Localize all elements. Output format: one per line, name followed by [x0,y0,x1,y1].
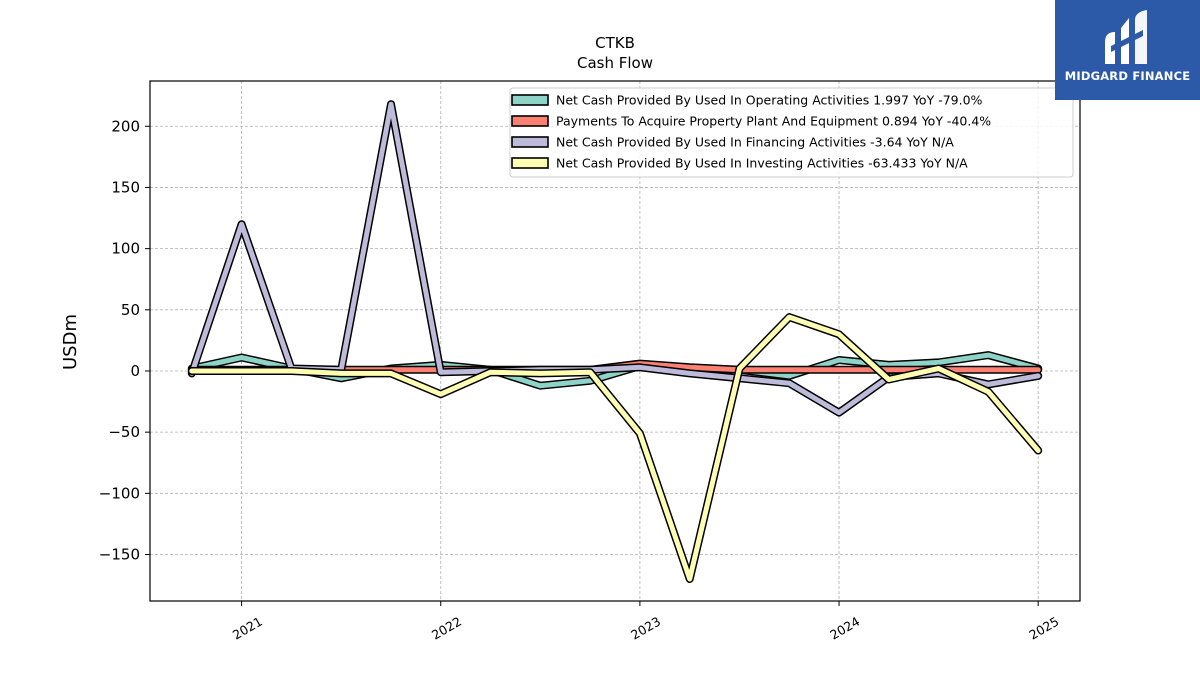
y-tick-label: −50 [108,423,140,441]
legend-swatch [511,136,549,148]
y-tick-label: 200 [111,117,140,135]
series-line-4 [187,313,1043,583]
x-tick-label: 2021 [230,614,265,643]
x-tick-label: 2023 [628,614,663,643]
legend-swatch [511,115,549,127]
series-layer [187,100,1043,583]
y-tick-label: 0 [130,362,140,380]
legend-label: Net Cash Provided By Used In Operating A… [556,93,983,108]
series-line-outline [187,313,1043,583]
y-tick-label: −150 [99,546,140,564]
series-line-stroke [189,314,1041,582]
y-axis: 200 150 100 50 0 −50 −100 −150 [99,117,150,564]
y-tick-label: −100 [99,484,140,502]
x-tick-label: 2025 [1026,614,1061,643]
legend: Net Cash Provided By Used In Operating A… [509,87,1074,178]
midgard-logo-icon [1105,10,1147,64]
legend-swatch [511,94,549,106]
y-tick-label: 50 [121,301,140,319]
legend-swatch [511,157,549,169]
x-tick-label: 2024 [827,614,862,643]
x-tick-label: 2022 [429,614,464,643]
y-axis-label: USDm [60,314,81,370]
y-tick-label: 150 [111,178,140,196]
y-tick-label: 100 [111,240,140,258]
plot-frame [149,80,1081,602]
legend-label: Net Cash Provided By Used In Investing A… [556,156,968,171]
legend-box [509,87,1074,178]
legend-label: Payments To Acquire Property Plant And E… [556,114,991,129]
chart-subtitle: Cash Flow [577,54,653,72]
x-axis: 2021 2022 2023 2024 2025 [230,601,1061,643]
legend-label: Net Cash Provided By Used In Financing A… [556,135,954,150]
chart-title: CTKB [595,34,635,52]
brand-logo: MIDGARD FINANCE [1055,0,1200,100]
brand-name: MIDGARD FINANCE [1064,69,1191,83]
